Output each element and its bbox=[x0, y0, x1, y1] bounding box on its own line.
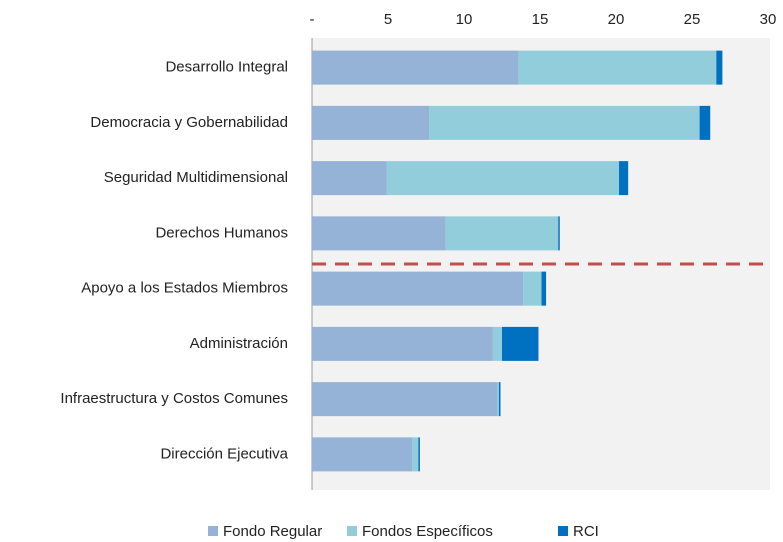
x-tick-label: 5 bbox=[384, 11, 392, 28]
bar-segment bbox=[429, 105, 700, 140]
x-tick-label: 10 bbox=[456, 11, 473, 28]
y-tick-label: Dirección Ejecutiva bbox=[160, 445, 288, 462]
x-tick-label: 25 bbox=[684, 11, 701, 28]
x-tick-label: 30 bbox=[760, 11, 777, 28]
bar-segment bbox=[518, 50, 717, 85]
bar-segment bbox=[716, 50, 723, 85]
x-tick-label: - bbox=[310, 11, 315, 28]
y-tick-label: Administración bbox=[190, 335, 288, 352]
bar-segment bbox=[312, 382, 498, 417]
bar-segment bbox=[418, 437, 420, 472]
legend-swatch bbox=[347, 526, 357, 536]
y-tick-label: Seguridad Multidimensional bbox=[104, 169, 288, 186]
bar-segment bbox=[619, 161, 629, 196]
bar-segment bbox=[541, 271, 547, 306]
bar-segment bbox=[502, 326, 539, 361]
bar-segment bbox=[412, 437, 419, 472]
legend-swatch bbox=[208, 526, 218, 536]
y-tick-label: Derechos Humanos bbox=[155, 224, 288, 241]
legend-label: Fondos Específicos bbox=[362, 523, 493, 540]
x-tick-label: 15 bbox=[532, 11, 549, 28]
bar-segment bbox=[312, 326, 493, 361]
legend-label: Fondo Regular bbox=[223, 523, 322, 540]
x-tick-label: 20 bbox=[608, 11, 625, 28]
bar-segment bbox=[497, 382, 499, 417]
y-tick-label: Apoyo a los Estados Miembros bbox=[81, 280, 288, 297]
y-tick-label: Infraestructura y Costos Comunes bbox=[60, 390, 288, 407]
bar-segment bbox=[523, 271, 542, 306]
bar-segment bbox=[312, 105, 430, 140]
bar-segment bbox=[386, 161, 620, 196]
legend-label: RCI bbox=[573, 523, 599, 540]
bar-segment bbox=[312, 216, 446, 251]
plot-area bbox=[312, 38, 770, 490]
legend-swatch bbox=[558, 526, 568, 536]
bar-segment bbox=[312, 271, 524, 306]
bar-segment bbox=[699, 105, 711, 140]
bar-segment bbox=[498, 382, 501, 417]
bar-segment bbox=[445, 216, 559, 251]
y-tick-label: Democracia y Gobernabilidad bbox=[90, 114, 288, 131]
bar-segment bbox=[492, 326, 502, 361]
bar-segment bbox=[312, 50, 519, 85]
y-tick-label: Desarrollo Integral bbox=[165, 59, 288, 76]
bar-segment bbox=[558, 216, 560, 251]
bar-segment bbox=[312, 437, 413, 472]
bar-segment bbox=[312, 161, 387, 196]
